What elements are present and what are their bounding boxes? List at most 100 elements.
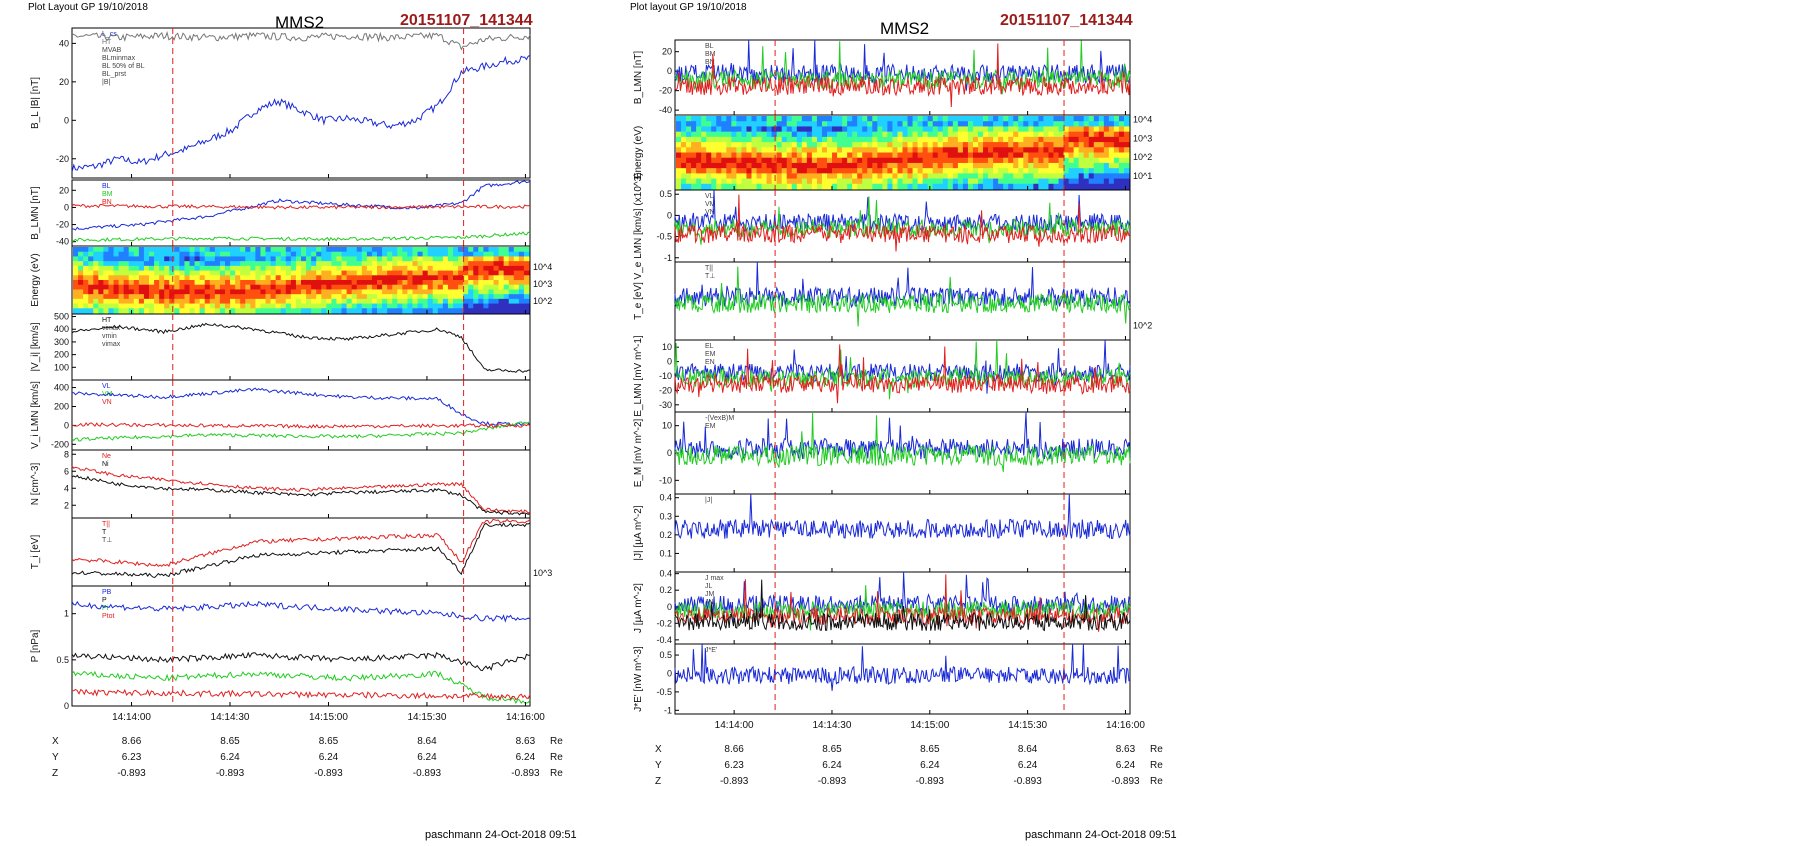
heatmap-cell <box>1078 136 1085 143</box>
heatmap-cell <box>691 178 697 185</box>
heatmap-cell <box>316 308 322 314</box>
heatmap-cell <box>842 126 848 133</box>
heatmap-cell <box>1093 157 1100 164</box>
heatmap-cell <box>716 183 722 190</box>
heatmap-cell <box>942 168 949 174</box>
series-line <box>71 322 531 373</box>
heatmap-cell <box>422 280 429 286</box>
heatmap-cell <box>488 294 495 300</box>
heatmap-cell <box>483 251 489 257</box>
heatmap-cell <box>295 284 302 290</box>
heatmap-cell <box>311 303 317 309</box>
heatmap-cell <box>382 247 388 253</box>
heatmap-cell <box>402 247 408 253</box>
heatmap-cell <box>978 168 984 174</box>
heatmap-cell <box>706 147 712 153</box>
heatmap-cell <box>766 162 773 169</box>
heatmap-cell <box>1093 142 1100 148</box>
panel-frame <box>71 27 531 179</box>
heatmap-cell <box>736 116 742 122</box>
heatmap-cell <box>240 308 246 314</box>
heatmap-cell <box>301 280 307 286</box>
heatmap-cell <box>1103 173 1110 180</box>
heatmap-cell <box>1043 183 1049 190</box>
heatmap-cell <box>902 121 909 127</box>
heatmap-cell <box>346 298 353 305</box>
heatmap-cell <box>250 289 256 295</box>
heatmap-cell <box>872 142 878 148</box>
heatmap-cell <box>513 289 520 295</box>
heatmap-cell <box>796 131 803 138</box>
heatmap-cell <box>149 265 155 272</box>
right-sc-title: MMS2 <box>880 19 929 38</box>
heatmap-cell <box>791 152 798 159</box>
heatmap-cell <box>1078 126 1085 133</box>
heatmap-cell <box>811 178 818 185</box>
heatmap-cell <box>821 173 828 180</box>
heatmap-cell <box>133 303 140 309</box>
heatmap-cell <box>912 178 919 185</box>
heatmap-cell <box>346 270 353 276</box>
heatmap-cell <box>1048 142 1054 148</box>
heatmap-cell <box>341 265 348 272</box>
heatmap-cell <box>801 126 808 133</box>
heatmap-cell <box>1078 168 1085 174</box>
heatmap-cell <box>993 173 999 180</box>
y-tick-label: -1 <box>664 705 672 715</box>
x-tick-label: 14:14:00 <box>112 712 151 723</box>
legend-entry: BN <box>102 199 112 206</box>
heatmap-cell <box>1098 178 1105 185</box>
heatmap-cell <box>442 275 449 281</box>
heatmap-cell <box>255 247 261 253</box>
heatmap-cell <box>498 284 505 290</box>
heatmap-cell <box>518 247 525 253</box>
heatmap-cell <box>907 173 914 180</box>
heatmap-cell <box>786 116 793 122</box>
heatmap-cell <box>947 131 954 138</box>
heatmap-cell <box>138 298 145 305</box>
heatmap-cell <box>301 303 307 309</box>
heatmap-cell <box>1068 147 1075 153</box>
legend-entry: BM <box>102 191 113 198</box>
heatmap-cell <box>230 280 236 286</box>
heatmap-cell <box>280 261 287 267</box>
heatmap-cell <box>1118 152 1125 159</box>
heatmap-cell <box>417 308 424 314</box>
heatmap-cell <box>1023 142 1029 148</box>
heatmap-cell <box>796 183 803 190</box>
heatmap-cell <box>1108 126 1115 133</box>
heatmap-cell <box>942 131 949 138</box>
heatmap-cell <box>686 168 692 174</box>
heatmap-cell <box>1068 126 1075 133</box>
heatmap-cell <box>917 121 924 127</box>
heatmap-cell <box>219 298 226 305</box>
heatmap-cell <box>816 121 823 127</box>
heatmap-cell <box>523 265 530 272</box>
heatmap-cell <box>927 178 934 185</box>
heatmap-cell <box>143 251 150 257</box>
heatmap-cell <box>1023 116 1029 122</box>
heatmap-cell <box>463 280 469 286</box>
heatmap-cell <box>932 147 939 153</box>
heatmap-cell <box>523 308 530 314</box>
heatmap-cell <box>306 270 312 276</box>
heatmap-cell <box>1063 173 1070 180</box>
heatmap-cell <box>887 116 893 122</box>
heatmap-cell <box>432 303 439 309</box>
heatmap-cell <box>942 178 949 185</box>
heatmap-cell <box>983 152 989 159</box>
heatmap-cell <box>746 121 752 127</box>
heatmap-cell <box>179 270 185 276</box>
heatmap-cell <box>245 265 251 272</box>
heatmap-cell <box>260 256 267 262</box>
heatmap-cell <box>1023 162 1029 169</box>
heatmap-cell <box>676 142 682 148</box>
heatmap-cell <box>912 183 919 190</box>
heatmap-cell <box>942 183 949 190</box>
heatmap-cell <box>458 256 464 262</box>
heatmap-cell <box>731 162 737 169</box>
heatmap-cell <box>1023 173 1029 180</box>
y-tick-label: 20 <box>59 77 69 87</box>
heatmap-cell <box>857 162 863 169</box>
heatmap-cell <box>189 294 196 300</box>
